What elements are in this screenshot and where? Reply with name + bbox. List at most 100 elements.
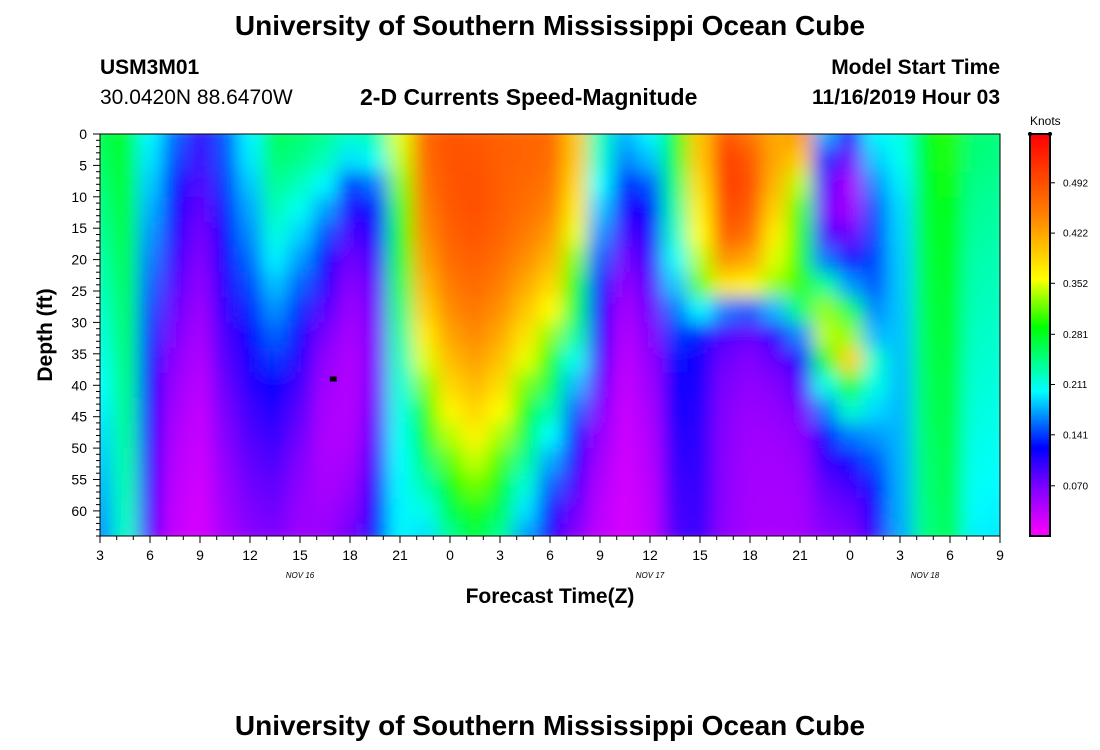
- heatmap-cell: [662, 297, 689, 324]
- heatmap-cell: [287, 171, 314, 198]
- heatmap-cell: [212, 247, 239, 274]
- colorbar-tick-label: 0.352: [1063, 279, 1088, 290]
- heatmap-cell: [337, 221, 364, 249]
- heatmap-cell: [212, 498, 239, 525]
- heatmap-cell: [112, 247, 139, 274]
- heatmap-cell: [637, 196, 664, 223]
- heatmap-cell: [537, 247, 564, 274]
- colorbar-title: Knots: [1030, 114, 1061, 128]
- heatmap-cell: [387, 322, 414, 349]
- heatmap-cell: [462, 247, 489, 274]
- heatmap-cell: [487, 372, 514, 399]
- heatmap-cell: [612, 347, 639, 374]
- heatmap-cell: [887, 523, 914, 536]
- heatmap-cell: [662, 372, 689, 399]
- heatmap-cell: [212, 272, 239, 299]
- heatmap-cell: [537, 171, 564, 198]
- colorbar-scale: [1029, 133, 1051, 537]
- heatmap-cell: [962, 498, 989, 525]
- heatmap-cell: [612, 422, 639, 450]
- heatmap-cell: [562, 272, 589, 299]
- heatmap-cell: [912, 171, 939, 198]
- x-tick-label: 6: [546, 547, 554, 563]
- heatmap-cell: [487, 473, 514, 500]
- heatmap-cell: [962, 397, 989, 424]
- heatmap-cell: [612, 473, 639, 500]
- y-tick-label: 45: [71, 409, 87, 425]
- heatmap-cell: [437, 196, 464, 223]
- heatmap-cell: [937, 272, 964, 299]
- heatmap-cell: [887, 221, 914, 249]
- heatmap-cell: [687, 171, 714, 198]
- heatmap-cell: [612, 297, 639, 324]
- heatmap-cell: [462, 221, 489, 249]
- heatmap-cell: [612, 448, 639, 475]
- heatmap-cell: [487, 247, 514, 274]
- heatmap-cell: [437, 146, 464, 173]
- heatmap-cell: [912, 146, 939, 173]
- heatmap-cell: [837, 171, 864, 198]
- colorbar-tick-label: 0.281: [1063, 330, 1088, 341]
- heatmap-cell: [912, 297, 939, 324]
- heatmap-cell: [712, 322, 739, 349]
- heatmap-cell: [137, 347, 164, 374]
- heatmap-cell: [987, 272, 1000, 299]
- heatmap-cell: [237, 134, 264, 148]
- heatmap-cell: [237, 322, 264, 349]
- heatmap-cell: [612, 372, 639, 399]
- heatmap-cell: [812, 422, 839, 450]
- heatmap-cell: [512, 523, 539, 536]
- heatmap-cell: [812, 473, 839, 500]
- heatmap-cell: [662, 473, 689, 500]
- heatmap-cell: [312, 473, 339, 500]
- heatmap-cell: [137, 272, 164, 299]
- y-tick-label: 35: [71, 346, 87, 362]
- y-tick-label: 15: [71, 220, 87, 236]
- heatmap-cell: [812, 146, 839, 173]
- heatmap-cell: [287, 448, 314, 475]
- heatmap-cell: [487, 196, 514, 223]
- heatmap-cell: [312, 397, 339, 424]
- heatmap-cell: [662, 498, 689, 525]
- heatmap-cell: [787, 196, 814, 223]
- heatmap-cell: [137, 221, 164, 249]
- heatmap-cell: [637, 347, 664, 374]
- heatmap-cell: [187, 347, 214, 374]
- heatmap-cell: [812, 397, 839, 424]
- x-tick-label: 9: [996, 547, 1004, 563]
- heatmap-cell: [412, 247, 439, 274]
- heatmap-cell: [162, 171, 189, 198]
- heatmap-cell: [287, 397, 314, 424]
- heatmap-cell: [737, 272, 764, 299]
- heatmap-cell: [812, 171, 839, 198]
- heatmap-cell: [837, 372, 864, 399]
- heatmap-cell: [162, 347, 189, 374]
- heatmap-cell: [637, 247, 664, 274]
- heatmap-cell: [112, 134, 139, 148]
- heatmap-cell: [312, 523, 339, 536]
- heatmap-cell: [137, 196, 164, 223]
- heatmap-cell: [862, 322, 889, 349]
- heatmap-cell: [462, 498, 489, 525]
- heatmap-cell: [687, 397, 714, 424]
- heatmap-cell: [562, 171, 589, 198]
- heatmap-cell: [512, 297, 539, 324]
- x-tick-label: 3: [96, 547, 104, 563]
- heatmap-cell: [662, 247, 689, 274]
- heatmap-cell: [837, 297, 864, 324]
- heatmap-cell: [562, 221, 589, 249]
- heatmap-cell: [387, 397, 414, 424]
- station-id: USM3M01: [100, 56, 200, 79]
- heatmap-cell: [687, 422, 714, 450]
- heatmap-cell: [912, 247, 939, 274]
- heatmap-cell: [287, 146, 314, 173]
- heatmap-cell: [212, 523, 239, 536]
- heatmap-cell: [587, 347, 614, 374]
- heatmap-cell: [612, 523, 639, 536]
- heatmap-cell: [162, 221, 189, 249]
- heatmap-cell: [887, 347, 914, 374]
- heatmap-cell: [737, 322, 764, 349]
- heatmap-cell: [187, 247, 214, 274]
- heatmap-cell: [712, 134, 739, 148]
- heatmap-cell: [912, 473, 939, 500]
